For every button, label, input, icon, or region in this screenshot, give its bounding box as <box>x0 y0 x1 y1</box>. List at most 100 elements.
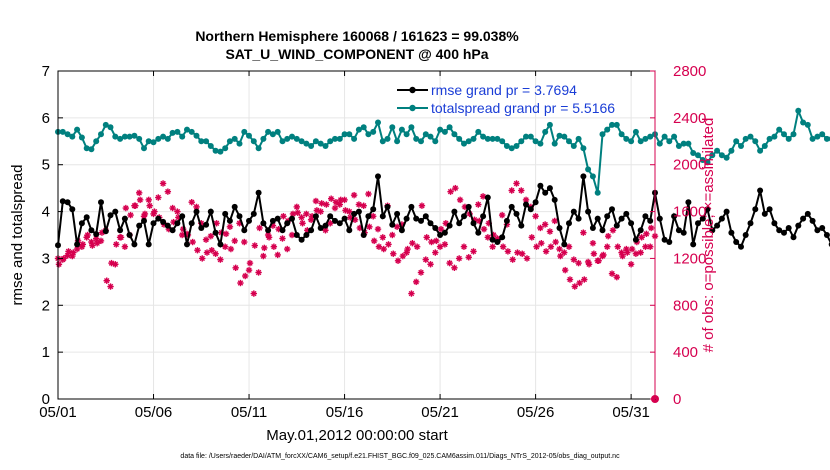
obs-count-point <box>413 278 420 286</box>
obs-count-point <box>232 264 239 271</box>
obs-count-point <box>647 224 655 232</box>
obs-count-point <box>370 213 377 220</box>
totalspread-point <box>613 121 620 128</box>
obs-mark-d2 <box>638 234 645 241</box>
obs-mark-d2 <box>256 225 263 231</box>
obs-count-point <box>208 247 215 254</box>
totalspread-point <box>346 131 353 138</box>
rmse-point <box>418 217 424 224</box>
obs-count-point <box>322 227 329 234</box>
obs-count-point <box>327 195 335 202</box>
obs-mark-d2 <box>500 243 506 250</box>
rmse-point <box>241 227 248 234</box>
obs-count-point <box>504 248 512 255</box>
left-y-axis-label: rmse and totalspread <box>9 165 26 306</box>
rmse-point <box>322 222 329 229</box>
totalspread-point <box>98 131 104 138</box>
obs-count-point <box>513 180 520 187</box>
obs-mark-d2 <box>419 202 425 209</box>
obs-count-point <box>93 240 101 247</box>
obs-count-point <box>499 243 507 250</box>
totalspread-point <box>231 135 238 142</box>
right-tick-label: 0 <box>673 391 681 408</box>
obs-count-point <box>518 187 525 194</box>
rmse-point <box>761 210 768 217</box>
obs-count-point <box>552 238 559 246</box>
totalspread-point <box>312 138 319 145</box>
obs-mark-d2 <box>174 208 181 215</box>
obs-count-point <box>557 252 564 260</box>
obs-count-point <box>89 242 96 249</box>
totalspread-point <box>470 135 477 142</box>
obs-count-point <box>188 199 195 206</box>
rmse-point <box>575 215 582 222</box>
totalspread-point <box>714 147 721 154</box>
totalspread-point <box>78 134 85 141</box>
rmse-point <box>441 229 448 236</box>
rmse-point <box>131 241 138 248</box>
x-tick-label: 05/06 <box>135 404 173 421</box>
obs-count-point <box>585 261 593 268</box>
rmse-point <box>823 232 830 238</box>
obs-mark-d2 <box>571 256 577 263</box>
rmse-point <box>781 229 787 236</box>
obs-mark-d2 <box>94 240 100 246</box>
rmse-point <box>64 199 71 206</box>
rmse-point <box>226 217 233 224</box>
chart-title-line-2: SAT_U_WIND_COMPONENT @ 400 hPa <box>225 46 488 62</box>
rmse-point <box>260 220 267 227</box>
rmse-point <box>298 236 305 243</box>
totalspread-point <box>637 138 644 145</box>
totalspread-point <box>503 143 510 149</box>
left-y-axis: 0 1 2 3 4 5 6 7 <box>42 63 63 408</box>
obs-mark-d2 <box>542 221 548 228</box>
totalspread-point <box>542 128 549 135</box>
totalspread-point <box>594 189 601 196</box>
obs-count-point <box>556 245 563 253</box>
obs-count-point <box>390 250 397 257</box>
obs-count-point <box>298 214 305 221</box>
totalspread-point <box>102 121 109 128</box>
obs-mark-d2 <box>332 205 338 211</box>
rmse-point <box>680 229 687 236</box>
obs-count-point <box>169 204 176 212</box>
x-tick-label: 05/21 <box>421 404 459 421</box>
obs-mark-d2 <box>209 247 215 253</box>
totalspread-point <box>523 133 529 140</box>
obs-count-point <box>637 249 644 256</box>
left-tick-label: 2 <box>42 297 50 314</box>
rmse-point <box>661 236 668 243</box>
totalspread-point <box>823 135 830 142</box>
totalspread-point <box>589 173 596 180</box>
obs-count-point <box>604 232 612 240</box>
totalspread-point <box>632 128 639 135</box>
obs-count-point <box>484 234 492 241</box>
obs-mark-d2 <box>489 243 496 250</box>
obs-count-point <box>465 254 472 261</box>
obs-count-point <box>589 240 597 247</box>
rmse-point <box>628 220 635 227</box>
obs-mark-d2 <box>432 249 439 256</box>
obs-mark-d2 <box>643 231 650 237</box>
totalspread-point <box>781 131 787 138</box>
obs-mark-d2 <box>228 246 234 252</box>
obs-mark-d2 <box>146 197 152 203</box>
obs-mark-d2 <box>457 197 463 203</box>
rmse-point <box>389 221 396 228</box>
obs-count-point <box>342 207 349 214</box>
totalspread-point <box>742 135 749 142</box>
totalspread-point <box>465 138 472 145</box>
rmse-point <box>155 215 162 222</box>
obs-count-point <box>194 247 201 254</box>
obs-count-point <box>533 243 540 250</box>
obs-count-point <box>331 204 339 212</box>
obs-count-point <box>60 255 67 262</box>
totalspread-point <box>121 133 128 140</box>
obs-mark-d2 <box>423 256 429 263</box>
obs-count-point <box>619 252 626 260</box>
totalspread-point <box>322 143 329 149</box>
rmse-point <box>117 227 124 234</box>
obs-count-point <box>379 234 386 241</box>
rmse-point <box>269 217 276 224</box>
